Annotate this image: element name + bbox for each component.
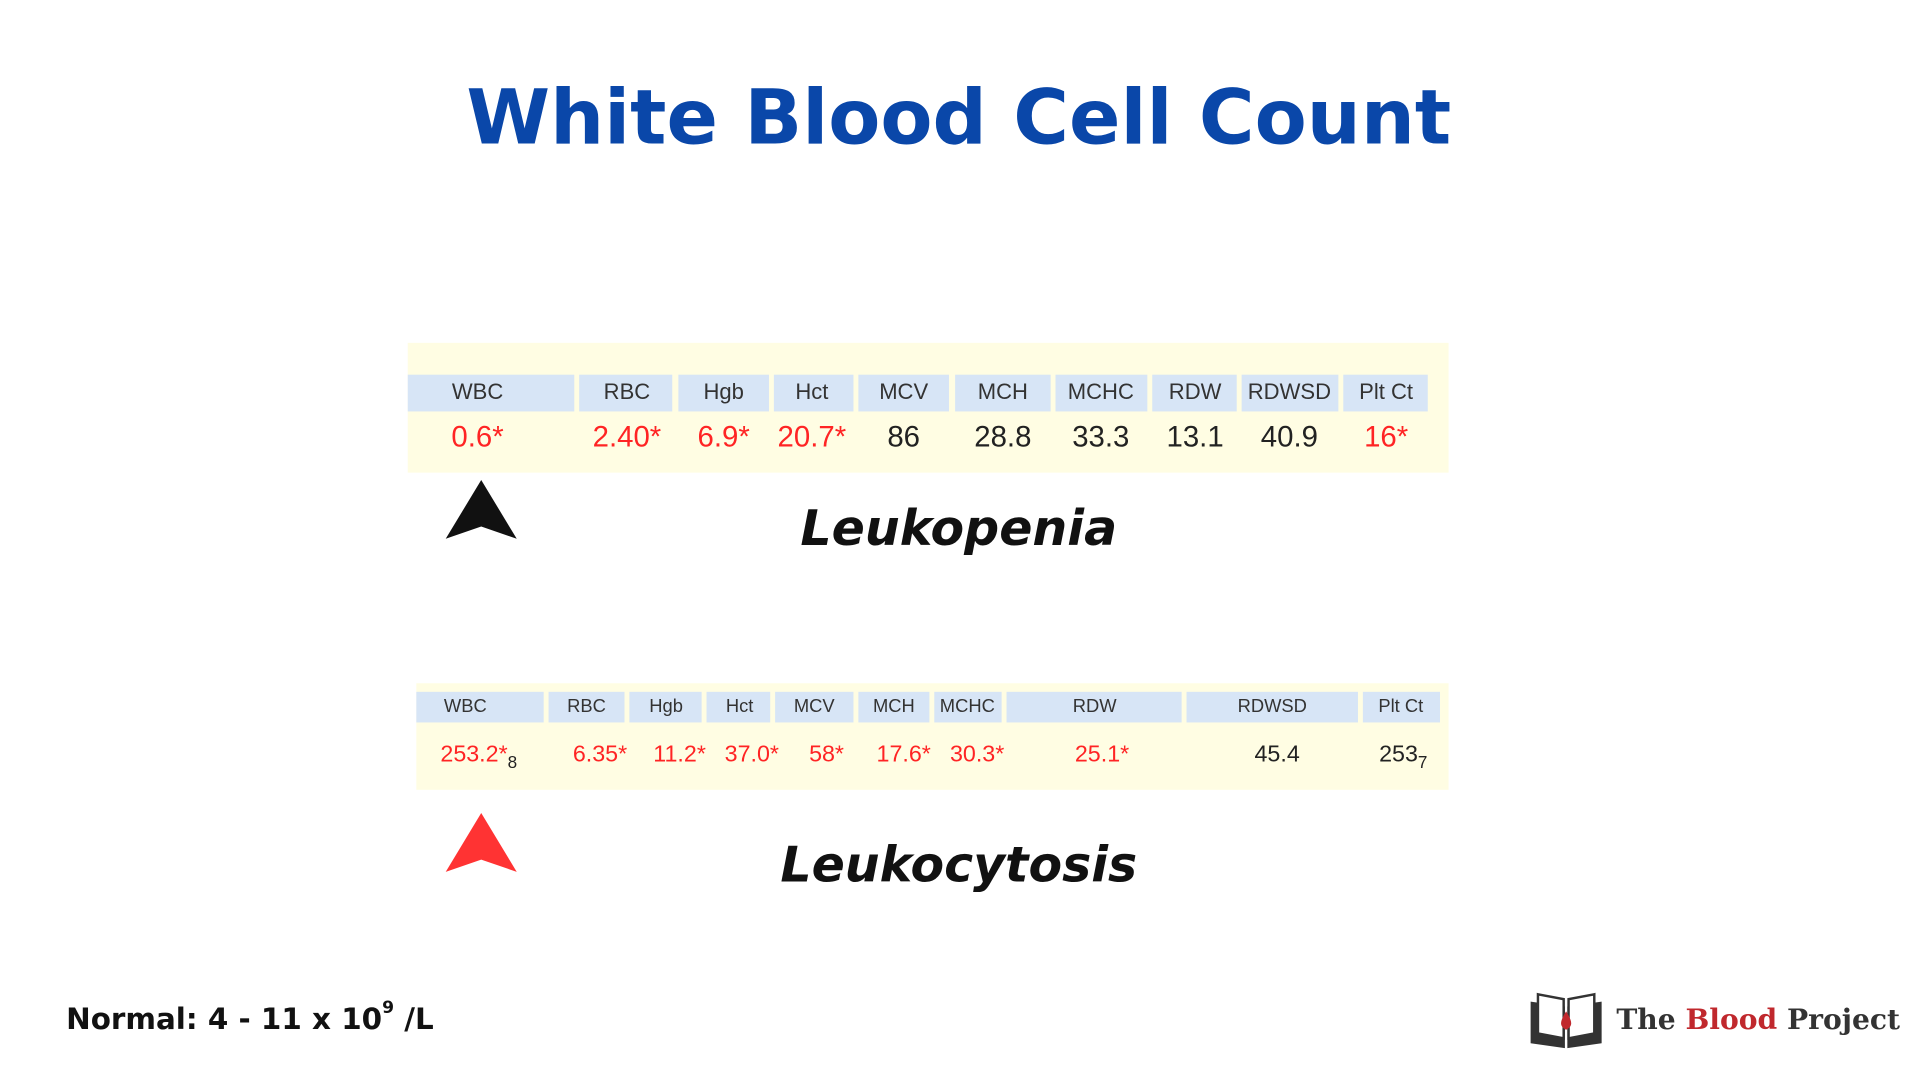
value-text: 58* — [809, 741, 844, 767]
value-text: 253.2* — [440, 741, 507, 767]
value-text: 86 — [887, 420, 920, 453]
header-text: Plt Ct — [1378, 695, 1423, 716]
logo-text: The Blood Project — [1616, 1003, 1900, 1036]
value-subscript: 8 — [508, 751, 518, 771]
value-text: 33.3 — [1072, 420, 1129, 453]
header-cell — [579, 374, 673, 412]
value-text: 253 — [1379, 741, 1418, 767]
value-cell: 40.9 — [1261, 420, 1318, 453]
value-cell: 58* — [809, 741, 844, 767]
value-cell: 86 — [887, 420, 920, 453]
header-cell — [1186, 691, 1358, 723]
condition-label: Leukopenia — [800, 500, 1117, 557]
value-cell: 25.1* — [1075, 741, 1129, 767]
header-cell — [955, 374, 1051, 412]
header-text: Hgb — [703, 379, 743, 404]
value-text: 16* — [1364, 420, 1408, 453]
header-text: Plt Ct — [1359, 379, 1413, 404]
value-text: 28.8 — [974, 420, 1031, 453]
header-text: Hct — [726, 695, 754, 716]
header-cell — [1152, 374, 1237, 412]
header-cell — [858, 691, 930, 723]
value-cell: 253.2*8 — [440, 741, 517, 772]
header-text: MCH — [873, 695, 915, 716]
value-cell: 17.6* — [877, 741, 931, 767]
value-cell: 6.9* — [698, 420, 750, 453]
header-cell — [1241, 374, 1339, 412]
value-cell: 16* — [1364, 420, 1408, 453]
header-cell — [706, 691, 771, 723]
logo-word: Project — [1777, 1003, 1900, 1036]
value-cell: 33.3 — [1072, 420, 1129, 453]
header-cell — [1006, 691, 1182, 723]
value-cell: 0.6* — [451, 420, 503, 453]
header-text: Hct — [795, 379, 828, 404]
header-text: MCV — [879, 379, 928, 404]
normal-range: Normal: 4 - 11 x 109 /L — [66, 998, 434, 1036]
logo-icon — [1530, 992, 1602, 1049]
header-text: RDWSD — [1248, 379, 1331, 404]
header-cell — [1362, 691, 1440, 723]
header-cell — [629, 691, 702, 723]
header-text: RDWSD — [1238, 695, 1307, 716]
logo-word: The — [1616, 1003, 1685, 1036]
header-text: RBC — [567, 695, 606, 716]
normal-text: Normal: 4 - 11 x 10 — [66, 1002, 382, 1036]
value-cell: 2.40* — [593, 420, 662, 453]
header-cell — [548, 691, 625, 723]
value-text: 6.35* — [573, 741, 627, 767]
header-cell — [775, 691, 854, 723]
header-cell — [1055, 374, 1148, 412]
arrow — [445, 480, 517, 539]
value-cell: 28.8 — [974, 420, 1031, 453]
value-cell: 45.4 — [1255, 741, 1300, 767]
header-text: RDW — [1169, 379, 1222, 404]
header-text: RBC — [604, 379, 651, 404]
header-cell — [1343, 374, 1428, 412]
header-text: MCHC — [940, 695, 995, 716]
title: White Blood Cell Count — [466, 73, 1451, 161]
header-text: MCHC — [1068, 379, 1134, 404]
header-text: MCV — [794, 695, 836, 716]
value-cell: 11.2* — [653, 741, 706, 767]
header-text: WBC — [452, 379, 503, 404]
value-text: 6.9* — [698, 420, 750, 453]
value-cell: 13.1 — [1167, 420, 1224, 453]
normal-unit: /L — [394, 1002, 434, 1036]
normal-superscript: 9 — [382, 998, 394, 1018]
header-cell — [407, 374, 575, 412]
value-text: 30.3* — [950, 741, 1004, 767]
value-text: 0.6* — [451, 420, 503, 453]
value-subscript: 7 — [1418, 751, 1428, 771]
header-text: MCH — [978, 379, 1028, 404]
value-text: 37.0* — [725, 741, 779, 767]
value-cell: 2537 — [1379, 741, 1427, 772]
value-text: 20.7* — [778, 420, 847, 453]
value-text: 40.9 — [1261, 420, 1318, 453]
value-text: 11.2* — [653, 741, 706, 767]
value-cell: 20.7* — [778, 420, 847, 453]
header-cell — [934, 691, 1002, 723]
value-text: 17.6* — [877, 741, 931, 767]
header-cell — [773, 374, 854, 412]
value-cell: 37.0* — [725, 741, 779, 767]
header-cell — [416, 691, 544, 723]
condition-label: Leukocytosis — [780, 837, 1137, 894]
value-text: 45.4 — [1255, 741, 1300, 767]
value-cell: 6.35* — [573, 741, 627, 767]
header-cell — [858, 374, 949, 412]
value-text: 25.1* — [1075, 741, 1129, 767]
header-cell — [678, 374, 769, 412]
header-text: Hgb — [649, 695, 683, 716]
arrow — [445, 813, 517, 872]
value-text: 2.40* — [593, 420, 662, 453]
logo-word: Blood — [1685, 1003, 1777, 1036]
value-cell: 30.3* — [950, 741, 1004, 767]
header-text: RDW — [1073, 695, 1118, 716]
value-text: 13.1 — [1167, 420, 1224, 453]
header-text: WBC — [444, 695, 487, 716]
